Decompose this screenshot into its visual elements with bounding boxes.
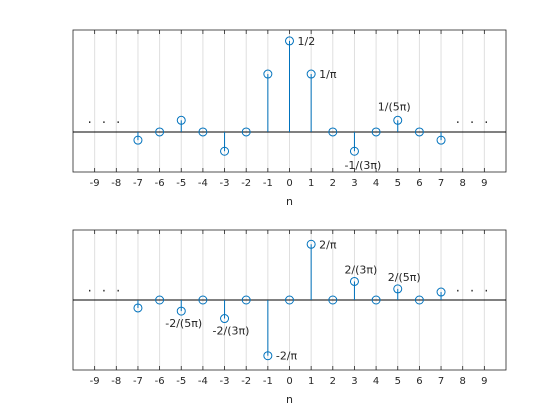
x-tick-label: 8 bbox=[460, 178, 466, 189]
value-annotation: 1/π bbox=[319, 68, 337, 81]
x-axis-label: n bbox=[286, 393, 293, 406]
x-tick-label: -1 bbox=[263, 376, 273, 387]
top-stem-plot: -9 -8 -7 -6 -5 -4 -3 -2 -1 0 1 2 3 4 5 6 7 8 9 n 1/2 1/π 1/(5π… bbox=[72, 29, 507, 208]
stem-marker bbox=[328, 295, 338, 305]
stem-marker bbox=[306, 239, 316, 249]
x-tick-label: -9 bbox=[90, 178, 100, 189]
stem-marker bbox=[436, 287, 446, 297]
x-tick-label: 6 bbox=[416, 376, 422, 387]
stem-marker bbox=[349, 276, 359, 286]
stem-marker bbox=[241, 127, 251, 137]
x-tick-label: -5 bbox=[176, 376, 186, 387]
stem-marker bbox=[414, 295, 424, 305]
x-tick-label: 4 bbox=[373, 376, 379, 387]
bottom-stem-plot: -9 -8 -7 -6 -5 -4 -3 -2 -1 0 1 2 3 4 5 6 7 8 9 n 2/π 2/(3π) 2/… bbox=[72, 229, 507, 406]
value-annotation: -2/(3π) bbox=[213, 325, 250, 338]
stem-marker bbox=[285, 295, 294, 305]
stem-marker bbox=[263, 69, 273, 79]
x-tick-label: -1 bbox=[263, 178, 273, 189]
x-axis-label: n bbox=[286, 195, 293, 208]
x-tick-label: -2 bbox=[241, 178, 251, 189]
value-annotation: -2/(5π) bbox=[165, 317, 202, 330]
x-tick-label: 1 bbox=[308, 178, 314, 189]
x-tick-label: 2 bbox=[330, 178, 336, 189]
value-annotation: 2/π bbox=[319, 238, 337, 251]
stem-marker bbox=[349, 146, 359, 156]
stem-marker bbox=[414, 127, 424, 137]
x-tick-label: 8 bbox=[460, 376, 466, 387]
x-tick-label: -8 bbox=[111, 178, 121, 189]
x-tick-label: 9 bbox=[481, 376, 487, 387]
x-tick-label: 3 bbox=[351, 178, 357, 189]
value-annotation: 2/(5π) bbox=[388, 271, 421, 284]
left-ellipsis: . . . bbox=[88, 280, 124, 295]
stem-marker bbox=[241, 295, 251, 305]
stem-marker bbox=[176, 306, 186, 316]
x-tick-label: -8 bbox=[111, 376, 121, 387]
x-tick-label: 0 bbox=[286, 376, 292, 387]
x-tick-label: 0 bbox=[286, 178, 292, 189]
stem-marker bbox=[133, 303, 143, 313]
stem-marker bbox=[263, 351, 273, 361]
x-tick-label: 3 bbox=[351, 376, 357, 387]
x-tick-label: -6 bbox=[155, 376, 165, 387]
x-tick-label: -4 bbox=[198, 178, 208, 189]
stem-marker bbox=[220, 146, 230, 156]
x-tick-label: -3 bbox=[220, 376, 230, 387]
x-tick-label: 2 bbox=[330, 376, 336, 387]
value-annotation: 1/2 bbox=[298, 35, 316, 48]
stem-marker bbox=[436, 135, 446, 145]
stem-marker bbox=[155, 295, 165, 305]
stem-marker bbox=[393, 284, 403, 294]
x-tick-label: -5 bbox=[176, 178, 186, 189]
x-tick-label: -2 bbox=[241, 376, 251, 387]
stem-marker bbox=[371, 127, 381, 137]
right-ellipsis: . . . bbox=[456, 280, 492, 295]
x-tick-label: 9 bbox=[481, 178, 487, 189]
x-tick-label: 1 bbox=[308, 376, 314, 387]
stem-marker bbox=[393, 115, 403, 125]
stem-marker bbox=[306, 69, 316, 79]
left-ellipsis: . . . bbox=[88, 112, 124, 127]
value-annotation: -1/(3π) bbox=[344, 159, 381, 172]
x-tick-label: -7 bbox=[133, 178, 143, 189]
value-annotation: 2/(3π) bbox=[344, 263, 377, 276]
stem-marker bbox=[285, 36, 294, 46]
right-ellipsis: . . . bbox=[456, 112, 492, 127]
x-tick-label: -4 bbox=[198, 376, 208, 387]
x-tick-label: 7 bbox=[438, 178, 444, 189]
stem-marker bbox=[371, 295, 381, 305]
stem-marker bbox=[176, 115, 186, 125]
x-tick-label: -7 bbox=[133, 376, 143, 387]
stem-marker bbox=[198, 295, 208, 305]
value-annotation: -2/π bbox=[276, 350, 298, 363]
stem-marker bbox=[133, 135, 143, 145]
x-tick-label: -3 bbox=[220, 178, 230, 189]
x-tick-label: 6 bbox=[416, 178, 422, 189]
value-annotation: 1/(5π) bbox=[378, 100, 411, 113]
x-tick-label: 4 bbox=[373, 178, 379, 189]
stem-marker bbox=[155, 127, 165, 137]
x-tick-label: 5 bbox=[395, 376, 401, 387]
stem-marker bbox=[198, 127, 208, 137]
stem-marker bbox=[220, 314, 230, 324]
stem-marker bbox=[328, 127, 338, 137]
x-tick-label: -6 bbox=[155, 178, 165, 189]
x-tick-label: 7 bbox=[438, 376, 444, 387]
x-tick-label: 5 bbox=[395, 178, 401, 189]
x-tick-label: -9 bbox=[90, 376, 100, 387]
